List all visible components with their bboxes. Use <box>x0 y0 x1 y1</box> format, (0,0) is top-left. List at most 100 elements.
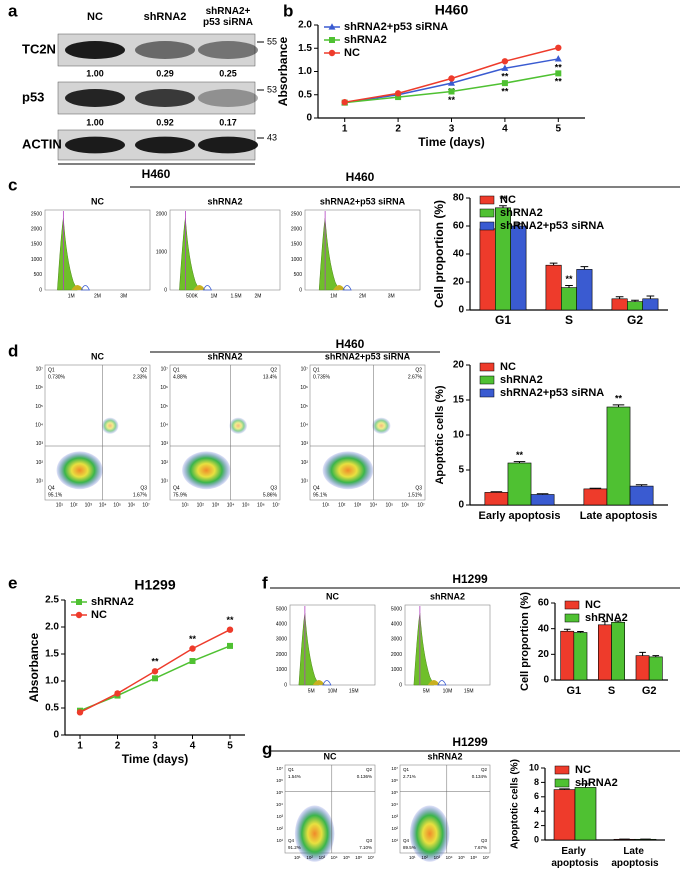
point <box>501 80 508 87</box>
flow-x-tick: 10⁵ <box>113 502 121 508</box>
flow-y-tick: 10⁷ <box>276 766 283 771</box>
flow-x-tick: 10⁵ <box>385 502 393 508</box>
point <box>555 44 562 51</box>
error-bar <box>615 296 624 299</box>
error-bar <box>639 651 646 656</box>
flow-y-tick: 10² <box>391 826 398 831</box>
histogram-s <box>333 285 346 290</box>
flow-cloud <box>322 451 374 490</box>
point <box>395 94 402 101</box>
x-tick-label: 1 <box>342 124 348 135</box>
histogram-y-tick: 5000 <box>276 606 287 612</box>
flow-x-tick: 10⁷ <box>417 502 425 508</box>
bar <box>606 406 631 506</box>
y-tick-label: 2.5 <box>45 595 59 606</box>
histogram-y-tick: 0 <box>399 682 402 688</box>
histogram-y-tick: 0 <box>284 682 287 688</box>
flow-y-tick: 10⁴ <box>35 422 43 428</box>
flow-x-tick: 10⁶ <box>257 502 265 508</box>
point <box>76 709 84 716</box>
lane-header: shRNA2+ <box>206 6 251 17</box>
flow-x-tick: 10⁷ <box>483 855 490 860</box>
legend-swatch <box>554 778 570 788</box>
flow-title: NC <box>324 751 337 761</box>
quadrant-label: Q2 <box>366 767 373 772</box>
panel-title: H460 <box>346 170 375 184</box>
histogram-y-tick: 0 <box>164 287 167 293</box>
significance: ** <box>448 95 456 105</box>
flow-y-tick: 10⁷ <box>161 366 169 372</box>
bar <box>507 462 532 506</box>
x-tick-label: G1 <box>566 685 581 697</box>
flow-y-tick: 10⁵ <box>300 404 308 410</box>
quadrant-label: 0.136% <box>357 774 372 779</box>
flow-x-tick: 10⁶ <box>355 855 362 860</box>
significance: ** <box>501 72 509 82</box>
flow-y-tick: 10¹ <box>301 479 309 485</box>
quadrant-label: 0.134% <box>472 774 487 779</box>
quadrant-label: 1.51% <box>408 492 423 498</box>
point <box>448 88 455 95</box>
histogram-y-tick: 2500 <box>31 211 42 217</box>
panel-label: d <box>8 341 18 360</box>
x-tick-label: 3 <box>449 124 455 135</box>
flow-x-tick: 10¹ <box>322 502 330 508</box>
flow-y-tick: 10⁷ <box>391 766 398 771</box>
flow-y-tick: 10⁴ <box>160 422 168 428</box>
error-bar <box>614 620 622 623</box>
x-tick-label: 1 <box>77 741 83 752</box>
flow-x-tick: 10⁷ <box>368 855 375 860</box>
histogram-y-tick: 1500 <box>291 242 302 248</box>
histogram-x-tick: 3M <box>120 293 127 299</box>
quadrant-label: 13.4% <box>263 374 278 380</box>
band-ratio: 0.29 <box>156 68 174 78</box>
flow-y-tick: 10⁶ <box>160 385 168 391</box>
bar <box>574 787 597 841</box>
point <box>114 690 121 697</box>
protein-label: ACTIN <box>22 136 62 151</box>
chart-title: H460 <box>435 2 469 18</box>
histogram-x-tick: 2M <box>255 293 262 299</box>
bar <box>611 621 625 681</box>
flow-x-tick: 10⁷ <box>142 502 150 508</box>
quadrant-label: 2.33% <box>133 374 148 380</box>
legend-label: shRNA2 <box>500 207 543 219</box>
quadrant-label: Q4 <box>173 485 180 491</box>
flow-cloud <box>101 417 119 434</box>
histogram-title: NC <box>326 591 339 601</box>
histogram-x-tick: 1.5M <box>230 293 241 299</box>
band-ratio: 0.17 <box>219 117 237 127</box>
point <box>501 64 509 71</box>
flow-y-tick: 10³ <box>276 814 283 819</box>
blot-band <box>65 41 125 59</box>
quadrant-label: Q4 <box>403 838 410 843</box>
histogram-x-tick: 2M <box>359 293 366 299</box>
blot-band <box>65 136 125 154</box>
significance: ** <box>151 657 159 667</box>
panel-title: H1299 <box>452 572 488 586</box>
flow-y-tick: 10¹ <box>391 838 398 843</box>
flow-y-tick: 10⁷ <box>301 366 309 372</box>
x-tick-label: Early apoptosis <box>479 510 561 522</box>
error-bar <box>612 404 625 407</box>
flow-x-tick: 10⁷ <box>272 502 280 508</box>
legend-swatch <box>564 600 580 610</box>
legend-marker <box>328 23 336 30</box>
flow-y-tick: 10⁵ <box>276 790 283 795</box>
quadrant-label: Q3 <box>270 485 277 491</box>
quadrant-label: Q1 <box>48 367 55 373</box>
histogram-x-tick: 1M <box>68 293 75 299</box>
legend-swatch <box>479 362 495 372</box>
flow-x-tick: 10² <box>70 502 78 508</box>
histogram-g2 <box>437 680 447 686</box>
band-ratio: 1.00 <box>86 117 104 127</box>
error-bar <box>601 621 609 625</box>
y-tick-label: 40 <box>538 623 550 634</box>
bar <box>611 298 628 311</box>
error-bar <box>580 266 589 270</box>
flow-y-tick: 10⁴ <box>300 422 308 428</box>
size-marker: 43 <box>267 132 277 142</box>
bar <box>545 264 562 311</box>
quadrant-label: Q4 <box>313 485 320 491</box>
legend-label: NC <box>344 47 360 59</box>
